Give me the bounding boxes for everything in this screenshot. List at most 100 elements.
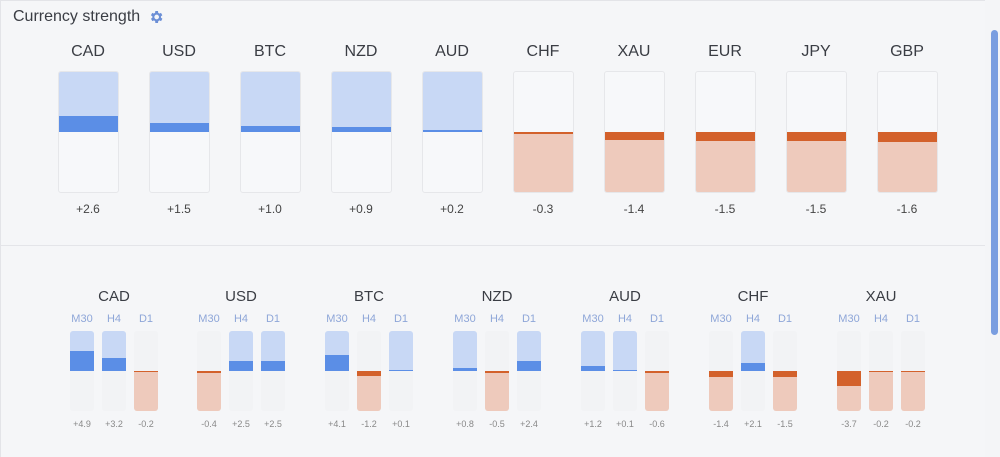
- bar-fill: [786, 132, 846, 192]
- currency-name: CHF: [737, 288, 769, 305]
- timeframe-label: M30: [454, 313, 476, 325]
- bar-fill: [901, 371, 925, 411]
- currency-name: AUD: [609, 288, 641, 305]
- panel-title: Currency strength: [13, 8, 141, 25]
- bar-fill: [422, 72, 482, 132]
- bar-level: [325, 354, 349, 371]
- bar-level: [581, 366, 605, 371]
- strength-value: -0.4: [201, 419, 217, 429]
- strength-value: +3.2: [105, 419, 123, 429]
- strength-bar: [421, 71, 483, 193]
- bar-level: [604, 132, 664, 141]
- strength-value: +1.0: [258, 202, 282, 216]
- strength-value: -1.5: [714, 202, 736, 216]
- timeframe-bar-d1: D1 +2.4: [517, 313, 541, 429]
- currency-name: BTC: [254, 43, 286, 60]
- timeframe-bar-m30: M30 +4.9: [70, 313, 94, 429]
- timeframe-label: H4: [233, 313, 249, 325]
- bar-level: [695, 132, 755, 141]
- strength-bar: [148, 71, 210, 193]
- timeframe-bar-h4: H4 -0.5: [485, 313, 509, 429]
- strength-value: -0.2: [138, 419, 154, 429]
- strength-value: +0.8: [456, 419, 474, 429]
- currency-column-aud: AUD +0.2: [412, 43, 492, 216]
- timeframe-label: M30: [71, 313, 93, 325]
- bar-fill: [877, 132, 937, 192]
- timeframe-label: H4: [361, 313, 377, 325]
- strength-bar: [261, 331, 285, 411]
- timeframe-label: M30: [710, 313, 732, 325]
- bar-fill: [331, 72, 391, 132]
- timeframe-label: H4: [489, 313, 505, 325]
- timeframe-bar-d1: D1 +2.5: [261, 313, 285, 429]
- bar-fill: [613, 331, 637, 371]
- bar-level: [645, 371, 669, 374]
- timeframe-label: D1: [138, 313, 154, 325]
- strength-bar: [603, 71, 665, 193]
- currency-name: XAU: [617, 43, 651, 60]
- gear-icon[interactable]: [148, 9, 164, 25]
- bar-fill: [134, 371, 158, 411]
- strength-value: +0.1: [616, 419, 634, 429]
- timeframe-group-nzd: NZD M30 +0.8 H4 -0.5 D1 +2.4: [447, 288, 547, 429]
- strength-value: +4.9: [73, 419, 91, 429]
- strength-value: +2.5: [232, 419, 250, 429]
- panel-header: Currency strength: [13, 8, 164, 26]
- strength-value: +0.1: [392, 419, 410, 429]
- timeframe-label: D1: [777, 313, 793, 325]
- bar-level: [741, 362, 765, 371]
- strength-bar: [613, 331, 637, 411]
- bar-level: [709, 371, 733, 377]
- strength-bar: [229, 331, 253, 411]
- strength-bar: [102, 331, 126, 411]
- currency-name: JPY: [801, 43, 831, 60]
- bar-level: [517, 361, 541, 371]
- currency-column-eur: EUR -1.5: [685, 43, 765, 216]
- timeframe-bar-h4: H4 +3.2: [102, 313, 126, 429]
- strength-bar: [876, 71, 938, 193]
- strength-value: -1.5: [777, 419, 793, 429]
- bar-level: [877, 132, 937, 142]
- timeframe-bar-m30: M30 -1.4: [709, 313, 733, 429]
- bar-level: [261, 361, 285, 371]
- bar-fill: [149, 72, 209, 132]
- strength-bar: [694, 71, 756, 193]
- strength-bar: [389, 331, 413, 411]
- bar-level: [773, 371, 797, 377]
- currency-column-btc: BTC +1.0: [230, 43, 310, 216]
- timeframe-bar-m30: M30 +4.1: [325, 313, 349, 429]
- scrollbar-thumb[interactable]: [991, 30, 998, 335]
- strength-value: -1.4: [713, 419, 729, 429]
- strength-value: -0.2: [873, 419, 889, 429]
- strength-bar: [517, 331, 541, 411]
- strength-value: -1.2: [361, 419, 377, 429]
- timeframe-bar-h4: H4 +2.5: [229, 313, 253, 429]
- bar-fill: [357, 371, 381, 411]
- bar-level: [102, 358, 126, 371]
- timeframe-bar-h4: H4 +0.1: [613, 313, 637, 429]
- strength-bar: [869, 331, 893, 411]
- currency-column-jpy: JPY -1.5: [776, 43, 856, 216]
- strength-value: -0.2: [905, 419, 921, 429]
- strength-bar: [134, 331, 158, 411]
- strength-value: +1.2: [584, 419, 602, 429]
- bar-fill: [513, 132, 573, 192]
- currency-name: BTC: [354, 288, 384, 305]
- timeframe-group-btc: BTC M30 +4.1 H4 -1.2 D1 +0.1: [319, 288, 419, 429]
- bar-level: [134, 371, 158, 372]
- currency-name: EUR: [708, 43, 742, 60]
- timeframe-label: H4: [106, 313, 122, 325]
- timeframe-bar-d1: D1 -0.2: [901, 313, 925, 429]
- timeframe-bar-m30: M30 +1.2: [581, 313, 605, 429]
- strength-bar: [325, 331, 349, 411]
- currency-name: NZD: [481, 288, 513, 305]
- timeframe-label: H4: [617, 313, 633, 325]
- timeframe-bar-d1: D1 -1.5: [773, 313, 797, 429]
- timeframe-bar-h4: H4 -1.2: [357, 313, 381, 429]
- timeframe-bar-d1: D1 -0.2: [134, 313, 158, 429]
- bar-level: [357, 371, 381, 376]
- timeframe-label: H4: [873, 313, 889, 325]
- currency-column-chf: CHF -0.3: [503, 43, 583, 216]
- strength-value: -0.6: [649, 419, 665, 429]
- currency-name: USD: [225, 288, 257, 305]
